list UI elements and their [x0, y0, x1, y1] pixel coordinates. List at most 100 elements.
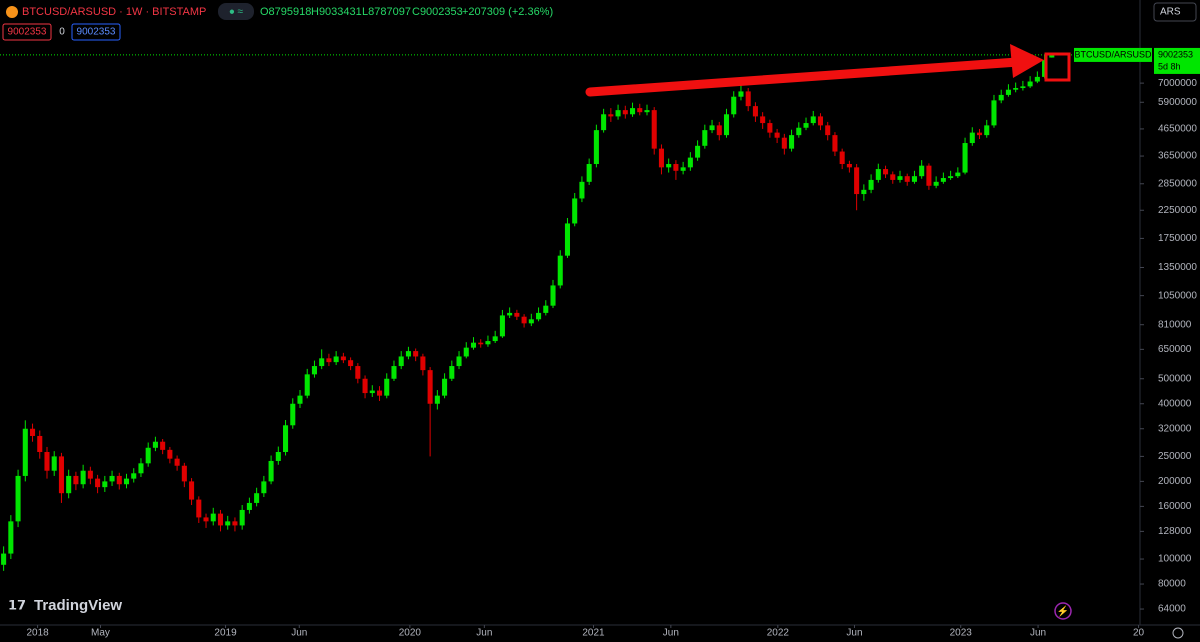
- candle-body: [644, 110, 650, 113]
- indicator-toggle[interactable]: [218, 3, 254, 20]
- candle-body: [723, 114, 730, 136]
- price-label-box: [1154, 47, 1200, 74]
- candle-body: [283, 425, 289, 453]
- candle-body: [962, 143, 968, 173]
- candle-body: [152, 441, 158, 448]
- candle-body: [630, 108, 636, 115]
- candle-body: [181, 465, 187, 482]
- candle-body: [514, 312, 520, 317]
- candle-body: [774, 132, 780, 138]
- candle-body: [37, 435, 43, 453]
- change: +207309 (+2.36%): [462, 6, 553, 18]
- candle-body: [536, 312, 542, 320]
- ohlc-close: C9002353: [412, 6, 463, 18]
- candle-body: [145, 447, 151, 464]
- annotation-box: [1044, 52, 1071, 82]
- candle-body: [752, 106, 758, 117]
- settings-icon[interactable]: [1172, 627, 1184, 639]
- candle-body: [709, 125, 715, 131]
- candle-body: [239, 509, 245, 526]
- candle-body: [1049, 54, 1055, 58]
- annotation-arrow: [585, 57, 1023, 97]
- x-tick-label: 2021: [582, 628, 605, 639]
- candle-body: [499, 315, 505, 337]
- candle-body: [926, 165, 932, 186]
- candle-body: [1020, 86, 1026, 89]
- candle-body: [254, 493, 260, 503]
- candle-body: [73, 475, 79, 485]
- bid-badge[interactable]: [2, 23, 52, 41]
- candle-body: [984, 125, 990, 136]
- currency-button[interactable]: [1153, 2, 1197, 22]
- candle-body: [463, 347, 469, 357]
- candle-body: [470, 342, 477, 348]
- candle-body: [658, 148, 664, 168]
- x-tick-label: Jun: [291, 628, 307, 639]
- candle-body: [369, 390, 375, 394]
- candle-body: [687, 157, 693, 168]
- ohlc-low: L8787097: [362, 6, 411, 18]
- candle-body: [261, 481, 267, 494]
- candle-body: [1027, 81, 1033, 87]
- y-tick-label: 5900000: [1158, 97, 1197, 108]
- x-tick-label: May: [91, 628, 110, 639]
- candle-body: [883, 169, 889, 175]
- candle-body: [991, 100, 997, 126]
- candle-body: [51, 456, 57, 471]
- candle-body: [955, 172, 961, 177]
- candle-body: [297, 395, 303, 404]
- candle-body: [174, 458, 180, 466]
- candle-body: [890, 174, 896, 180]
- candle-body: [673, 164, 679, 171]
- x-tick-label: 2020: [399, 628, 422, 639]
- x-tick-label: 2019: [214, 628, 237, 639]
- candle-body: [680, 167, 686, 171]
- candle-body: [1034, 76, 1040, 82]
- ask-badge[interactable]: [71, 23, 121, 41]
- candle-body: [839, 151, 845, 165]
- candle-body: [593, 130, 599, 165]
- candle-body: [1, 553, 7, 565]
- candle-body: [44, 452, 50, 471]
- y-tick-label: 1750000: [1158, 233, 1197, 244]
- candle-body: [167, 449, 173, 459]
- brand: TradingView: [34, 597, 122, 614]
- candle-body: [666, 164, 672, 168]
- candle-body: [803, 123, 809, 128]
- alert-icon[interactable]: [1054, 602, 1072, 620]
- candle-body: [919, 165, 925, 177]
- candle-body: [550, 285, 556, 306]
- symbol-icon: [6, 6, 18, 18]
- candle-body: [442, 378, 448, 396]
- candle-body: [160, 441, 166, 450]
- x-tick-label: 2018: [26, 628, 49, 639]
- y-tick-label: 320000: [1158, 423, 1192, 434]
- candle-body: [622, 110, 628, 115]
- candle-body: [557, 255, 563, 286]
- candle-body: [196, 499, 202, 518]
- candle-body: [817, 116, 824, 126]
- candle-body: [911, 176, 917, 182]
- x-tick-label: Jun: [846, 628, 862, 639]
- candle-body: [80, 470, 86, 485]
- candle-body: [745, 91, 751, 107]
- candle-body: [95, 478, 101, 488]
- candle-body: [355, 366, 361, 379]
- candle-body: [586, 164, 592, 182]
- x-tick-label: Jun: [1030, 628, 1046, 639]
- candle-body: [66, 475, 72, 494]
- y-tick-label: 7000000: [1158, 78, 1197, 89]
- candle-body: [521, 316, 527, 324]
- candle-body: [58, 456, 64, 494]
- candle-body: [413, 351, 419, 357]
- candle-body: [1005, 89, 1011, 95]
- candle-body: [210, 513, 216, 522]
- candle-body: [131, 473, 137, 479]
- y-tick-label: 80000: [1158, 579, 1186, 590]
- y-tick-label: 200000: [1158, 476, 1192, 487]
- y-tick-label: 2850000: [1158, 178, 1197, 189]
- candle-body: [405, 351, 411, 357]
- candle-body: [87, 470, 93, 479]
- candle-body: [391, 366, 397, 379]
- candle-body: [434, 395, 440, 404]
